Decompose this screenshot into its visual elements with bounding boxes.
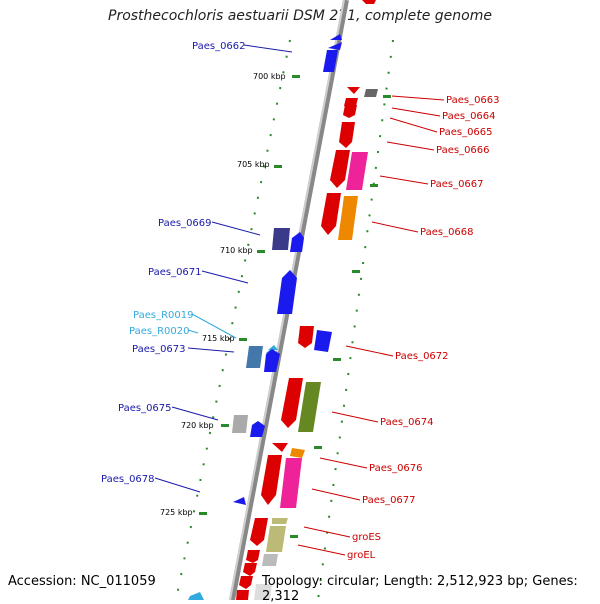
gene-paes-0662 bbox=[323, 50, 338, 72]
tick-label-720: 720 kbp bbox=[181, 421, 214, 430]
label-paes-0674: Paes_0674 bbox=[380, 417, 434, 428]
gene-paes-0671 bbox=[277, 270, 297, 314]
gene-paes-0666 bbox=[339, 122, 355, 148]
map-title: Prosthecochloris aestuarii DSM 271, comp… bbox=[108, 8, 492, 24]
gene-groel bbox=[266, 526, 286, 552]
tick-label-725: 725 kbp bbox=[160, 508, 193, 517]
label-groel: groEL bbox=[347, 550, 376, 561]
left-labels: Paes_0662 Paes_0669 Paes_0671 Paes_R0019… bbox=[101, 41, 246, 485]
gene-paes-0676-orange bbox=[290, 448, 305, 458]
tick-700 bbox=[292, 75, 300, 78]
gene-paes-0663 bbox=[347, 87, 360, 94]
right-labels: Paes_0663 Paes_0664 Paes_0665 Paes_0666 … bbox=[347, 95, 500, 561]
label-paes-0662: Paes_0662 bbox=[192, 41, 246, 52]
label-paes-0677: Paes_0677 bbox=[362, 495, 416, 506]
gene-paes-0669 bbox=[290, 232, 304, 252]
gene-lower-red-2 bbox=[239, 576, 253, 589]
gene-paes-0667-pink bbox=[346, 152, 368, 190]
label-paes-0663: Paes_0663 bbox=[446, 95, 500, 106]
label-paes-0665: Paes_0665 bbox=[439, 127, 493, 138]
gene-paes-0673 bbox=[264, 349, 280, 372]
gene-paes-0677-pink bbox=[280, 458, 302, 508]
outer-dotted-track-right bbox=[317, 39, 394, 600]
tick-725 bbox=[199, 512, 207, 515]
tick-label-710: 710 kbp bbox=[220, 246, 253, 255]
tick-marks bbox=[199, 75, 300, 515]
tick-705 bbox=[274, 165, 282, 168]
accession-text: Accession: NC_011059 bbox=[8, 574, 156, 589]
tick-720 bbox=[221, 424, 229, 427]
inner-ticks bbox=[290, 95, 391, 538]
label-groes: groES bbox=[352, 532, 381, 543]
gene-paes-r0019 bbox=[268, 345, 278, 350]
gene-groes-olive bbox=[272, 518, 288, 524]
gene-paes-0663-grey bbox=[364, 89, 378, 97]
label-paes-0667: Paes_0667 bbox=[430, 179, 484, 190]
gene-paes-0678 bbox=[233, 497, 246, 505]
label-paes-0669: Paes_0669 bbox=[158, 218, 212, 229]
tick-labels: 700 kbp 705 kbp 710 kbp 715 kbp 720 kbp … bbox=[160, 72, 286, 517]
gene-paes-0662-b bbox=[328, 42, 342, 50]
label-paes-0671: Paes_0671 bbox=[148, 267, 202, 278]
tick-710 bbox=[257, 250, 265, 253]
gene-paes-0662-a bbox=[330, 34, 342, 40]
gene-paes-0672 bbox=[298, 326, 314, 348]
gene-paes-0675-grey bbox=[232, 415, 248, 433]
gene-paes-0674-green bbox=[298, 382, 321, 432]
gene-groel-grey bbox=[262, 554, 278, 566]
gene-paes-0667 bbox=[330, 150, 350, 188]
gene-paes-0665 bbox=[343, 105, 357, 118]
tick-715 bbox=[239, 338, 247, 341]
label-paes-0672: Paes_0672 bbox=[395, 351, 449, 362]
label-paes-0668: Paes_0668 bbox=[420, 227, 474, 238]
label-paes-0678: Paes_0678 bbox=[101, 474, 155, 485]
label-paes-0673: Paes_0673 bbox=[132, 344, 186, 355]
label-paes-0675: Paes_0675 bbox=[118, 403, 172, 414]
gene-paes-0673-grey bbox=[246, 346, 263, 368]
gene-paes-0676 bbox=[272, 443, 288, 452]
gene-groel-red bbox=[246, 550, 260, 563]
label-paes-0666: Paes_0666 bbox=[436, 145, 490, 156]
gene-groes bbox=[250, 518, 268, 546]
gene-paes-0672-blue bbox=[314, 330, 332, 352]
label-paes-0664: Paes_0664 bbox=[442, 111, 496, 122]
left-leader-lines bbox=[154, 44, 293, 493]
gene-top-red bbox=[362, 0, 376, 4]
right-leader-lines bbox=[297, 95, 445, 556]
tick-label-715: 715 kbp bbox=[202, 334, 235, 343]
tick-label-700: 700 kbp bbox=[253, 72, 286, 81]
tick-label-705: 705 kbp bbox=[237, 160, 270, 169]
gene-paes-0668-orange bbox=[338, 196, 358, 240]
label-paes-0676: Paes_0676 bbox=[369, 463, 423, 474]
right-genes bbox=[236, 0, 378, 600]
gene-paes-0677 bbox=[261, 455, 282, 505]
left-genes bbox=[188, 34, 342, 600]
label-paes-r0019: Paes_R0019 bbox=[133, 310, 193, 321]
gene-paes-0674 bbox=[281, 378, 303, 428]
gene-paes-0675 bbox=[250, 421, 265, 437]
gene-bottom-grey bbox=[254, 584, 272, 600]
gene-lower-red-1 bbox=[243, 563, 257, 576]
gene-bottom-cyan bbox=[188, 592, 204, 600]
gene-paes-0668 bbox=[321, 193, 341, 235]
label-paes-r0020: Paes_R0020 bbox=[129, 326, 189, 337]
gene-paes-0669-dark bbox=[272, 228, 290, 250]
gene-lower-red-3 bbox=[236, 590, 249, 600]
